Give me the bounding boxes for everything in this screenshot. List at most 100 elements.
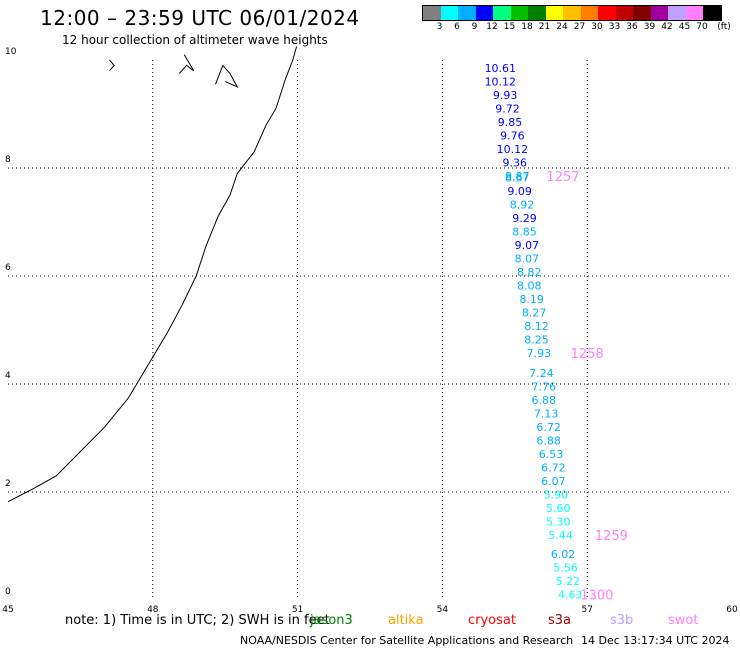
legend-label: 39 bbox=[643, 22, 656, 32]
x-tick-label: 57 bbox=[581, 605, 592, 615]
note-text: note: 1) Time is in UTC; 2) SWH is in fe… bbox=[65, 613, 330, 628]
wave-height-label: 9.93 bbox=[493, 89, 518, 102]
legend-label: 33 bbox=[608, 22, 621, 32]
wave-height-label: 9.09 bbox=[507, 185, 532, 198]
wave-height-label: 8.92 bbox=[510, 199, 535, 212]
wave-height-label: 10.61 bbox=[485, 62, 517, 75]
wave-height-label: 5.90 bbox=[544, 489, 569, 502]
satellite-s3b: s3b bbox=[610, 613, 634, 628]
wave-height-label: 6.07 bbox=[541, 475, 566, 488]
satellite-cryosat: cryosat bbox=[468, 613, 516, 628]
coastline bbox=[7, 46, 298, 503]
legend-swatch bbox=[510, 6, 528, 20]
wave-height-label: 8.67 bbox=[505, 172, 530, 185]
legend-color-bar bbox=[422, 5, 722, 21]
satellite-altika: altika bbox=[388, 613, 424, 628]
wave-height-label: 10.12 bbox=[485, 76, 517, 89]
wave-height-labels: 10.6110.129.939.729.859.7610.129.368.878… bbox=[485, 62, 583, 602]
legend-swatch bbox=[580, 6, 598, 20]
legend-swatch bbox=[545, 6, 563, 20]
legend-swatch bbox=[528, 6, 546, 20]
chart-title: 12:00 – 23:59 UTC 06/01/2024 bbox=[40, 6, 360, 30]
legend-swatch bbox=[493, 6, 511, 20]
wave-height-label: 9.72 bbox=[495, 103, 520, 116]
legend-swatch bbox=[598, 6, 616, 20]
x-tick-label: 48 bbox=[147, 605, 159, 615]
legend-label: 30 bbox=[591, 22, 603, 32]
legend-label: 27 bbox=[573, 22, 586, 32]
island-outline bbox=[109, 59, 115, 72]
legend-label: 70 bbox=[696, 22, 708, 32]
x-tick-label: 60 bbox=[726, 605, 738, 615]
legend-swatch bbox=[633, 6, 651, 20]
y-tick-label: 10 bbox=[5, 47, 17, 57]
wave-height-legend: 3 6 9 12 15 18 21 24 27 30 33 36 39 42 45 70 (ft) bbox=[422, 5, 731, 35]
grid-lines bbox=[8, 60, 732, 600]
satellite-swot: swot bbox=[668, 613, 699, 628]
wave-height-label: 7.13 bbox=[534, 408, 559, 421]
legend-swatch bbox=[440, 6, 458, 20]
wave-height-label: 9.36 bbox=[503, 157, 528, 170]
wave-height-label: 6.88 bbox=[532, 394, 557, 407]
legend-label: 42 bbox=[661, 22, 673, 32]
legend-label: 36 bbox=[626, 22, 638, 32]
legend-swatch bbox=[458, 6, 476, 20]
legend-label: 21 bbox=[538, 22, 551, 32]
satellite-jason3: jason3 bbox=[310, 613, 353, 628]
legend-label: 9 bbox=[471, 22, 478, 32]
wave-height-label: 9.76 bbox=[500, 130, 525, 143]
wave-height-label: 10.12 bbox=[497, 143, 529, 156]
legend-swatch bbox=[668, 6, 686, 20]
wave-height-label: 4.63 bbox=[558, 589, 583, 602]
y-tick-label: 6 bbox=[5, 263, 11, 273]
wave-height-label: 7.93 bbox=[527, 347, 552, 360]
legend-swatch bbox=[685, 6, 703, 20]
x-tick-label: 45 bbox=[2, 605, 13, 615]
wave-height-label: 8.12 bbox=[524, 320, 549, 333]
wave-height-label: 9.07 bbox=[515, 239, 540, 252]
wave-height-label: 8.87 bbox=[505, 170, 530, 183]
wave-height-label: 8.85 bbox=[512, 226, 537, 239]
time-labels: 1257 1258 1259 1300 bbox=[547, 170, 628, 603]
legend-swatch bbox=[423, 6, 441, 20]
wave-height-label: 5.56 bbox=[553, 562, 578, 575]
legend-swatch bbox=[615, 6, 633, 20]
satellite-s3a: s3a bbox=[548, 613, 572, 628]
wave-height-label: 5.30 bbox=[546, 516, 571, 529]
y-tick-label: 8 bbox=[5, 155, 11, 165]
legend-label: 3 bbox=[436, 22, 443, 32]
time-label: 1300 bbox=[580, 589, 613, 604]
x-tick-label: 51 bbox=[292, 605, 303, 615]
footer-credit: NOAA/NESDIS Center for Satellite Applica… bbox=[240, 634, 574, 647]
y-tick-label: 0 bbox=[5, 587, 11, 597]
x-tick-label: 54 bbox=[437, 605, 449, 615]
wave-height-label: 6.72 bbox=[541, 462, 566, 475]
wave-height-label: 7.24 bbox=[529, 367, 554, 380]
wave-height-label: 7.76 bbox=[532, 381, 557, 394]
island-outline bbox=[215, 64, 239, 89]
y-tick-label: 4 bbox=[5, 371, 11, 381]
wave-height-label: 5.44 bbox=[548, 529, 573, 542]
legend-swatch bbox=[475, 6, 493, 20]
time-label: 1258 bbox=[571, 347, 604, 362]
wave-height-label: 8.82 bbox=[517, 266, 542, 279]
wave-height-label: 8.27 bbox=[522, 307, 547, 320]
axis-tick-labels: 45 48 51 54 57 60 10 8 6 4 2 0 bbox=[2, 47, 738, 615]
chart-subtitle: 12 hour collection of altimeter wave hei… bbox=[62, 33, 328, 47]
wave-height-label: 8.08 bbox=[517, 280, 542, 293]
legend-unit: (ft) bbox=[717, 22, 731, 32]
island-outline bbox=[178, 54, 195, 74]
wave-height-label: 8.19 bbox=[519, 293, 544, 306]
time-label: 1257 bbox=[547, 170, 580, 185]
y-tick-label: 2 bbox=[5, 479, 11, 489]
legend-label: 12 bbox=[486, 22, 498, 32]
legend-label: 6 bbox=[454, 22, 460, 32]
wave-height-label: 6.02 bbox=[551, 548, 576, 561]
legend-swatch bbox=[703, 6, 721, 20]
wave-height-label: 9.29 bbox=[512, 212, 537, 225]
coastline-line bbox=[7, 46, 298, 503]
wave-height-label: 6.72 bbox=[536, 421, 561, 434]
legend-label: 18 bbox=[521, 22, 533, 32]
legend-label: 24 bbox=[556, 22, 568, 32]
